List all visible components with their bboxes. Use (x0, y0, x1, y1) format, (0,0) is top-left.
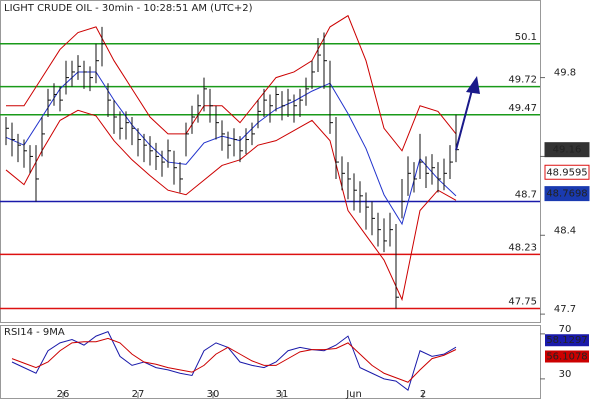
rsi-line (11, 330, 457, 391)
price-box (544, 164, 590, 180)
chart-title: LIGHT CRUDE OIL - 30min - 10:28:51 AM (U… (4, 3, 253, 14)
value-box-label: 56.1078 (546, 352, 587, 363)
y-tick-label: 48.4 (554, 225, 576, 236)
rsi-line (11, 337, 457, 383)
level-label: 49.47 (508, 103, 537, 114)
level-label: 50.1 (515, 32, 537, 43)
level-label: 49.72 (508, 75, 537, 86)
x-tick-label: 2 (420, 389, 426, 400)
y-tick-label: 49.8 (554, 68, 576, 79)
x-tick-label: 26 (57, 389, 70, 400)
value-box (545, 350, 589, 363)
rsi-panel (0, 325, 541, 399)
value-box-label: 58.1297 (546, 335, 587, 346)
indicator-line (5, 71, 457, 226)
value-box (545, 334, 589, 347)
price-box (544, 142, 590, 158)
x-tick-label: 31 (276, 389, 289, 400)
y-tick-label: 70 (559, 324, 572, 335)
price-panel (0, 0, 541, 323)
forecast-arrow (455, 89, 473, 151)
level-label: 47.75 (508, 296, 537, 307)
price-box-label: 48.9595 (546, 167, 587, 178)
x-tick-label: Jun (345, 389, 362, 400)
indicator-line (6, 14, 457, 152)
x-tick-label: 27 (132, 389, 145, 400)
arrow-head (466, 76, 480, 94)
level-label: 48.7 (515, 189, 537, 200)
y-tick-label: 47.7 (554, 304, 576, 315)
rsi-title: RSI14 - 9MA (4, 327, 65, 338)
price-box (544, 186, 590, 202)
y-tick-label: 30 (559, 369, 572, 380)
x-tick-label: 30 (207, 389, 220, 400)
price-box-label: 49.16 (553, 145, 582, 156)
level-label: 48.23 (508, 242, 537, 253)
indicator-line (5, 109, 457, 302)
price-box-label: 48.7698 (546, 189, 587, 200)
